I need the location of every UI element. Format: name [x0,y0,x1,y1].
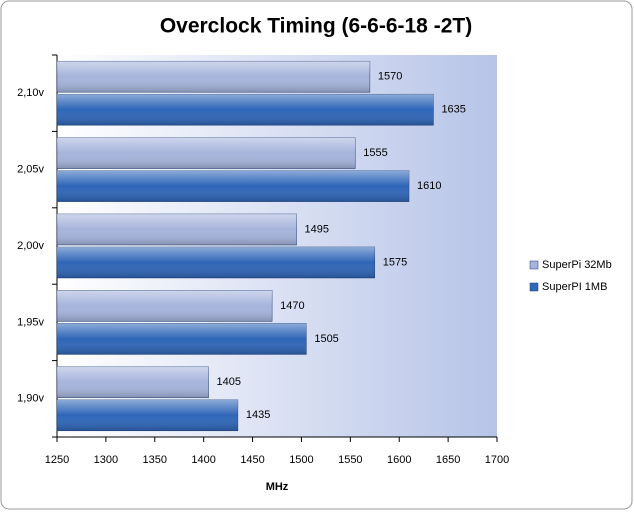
value-label: 1405 [217,376,241,388]
value-label: 1470 [280,300,304,312]
legend-swatch [529,282,539,292]
x-tick-label: 1500 [289,454,313,466]
value-label: 1635 [441,104,465,116]
value-label: 1610 [417,180,441,192]
y-tick-label: 2,05v [17,164,44,176]
legend-swatch [529,260,539,270]
value-label: 1555 [363,147,387,159]
x-tick-label: 1400 [191,454,215,466]
x-tick-label: 1650 [436,454,460,466]
value-label: 1505 [314,333,338,345]
value-label: 1495 [305,223,329,235]
value-label: 1435 [246,409,270,421]
legend-label: SuperPI 1MB [542,281,607,293]
bar [56,213,297,246]
bar [56,290,273,322]
x-tick-label: 1450 [240,454,264,466]
y-tick-label: 2,10v [17,87,44,99]
x-tick-label: 1300 [94,454,118,466]
x-tick-label: 1550 [338,454,362,466]
bar [56,60,371,93]
y-tick-label: 2,00v [17,240,44,252]
x-tick-label: 1350 [143,454,167,466]
bar [56,137,356,169]
x-tick-label: 1600 [387,454,411,466]
value-label: 1570 [378,71,402,83]
bar [56,246,376,279]
bar [56,366,209,399]
bar [56,323,307,355]
value-label: 1575 [383,256,407,268]
x-tick-label: 1250 [45,454,69,466]
x-tick-label: 1700 [485,454,509,466]
x-axis-label: MHz [266,481,289,493]
y-tick-label: 1,95v [17,316,44,328]
bar [56,399,239,432]
y-tick-label: 1,90v [17,393,44,405]
bar [56,170,410,202]
bar [56,93,434,126]
chart-title: Overclock Timing (6-6-6-18 -2T) [160,15,472,38]
legend-label: SuperPi 32Mb [542,259,612,271]
